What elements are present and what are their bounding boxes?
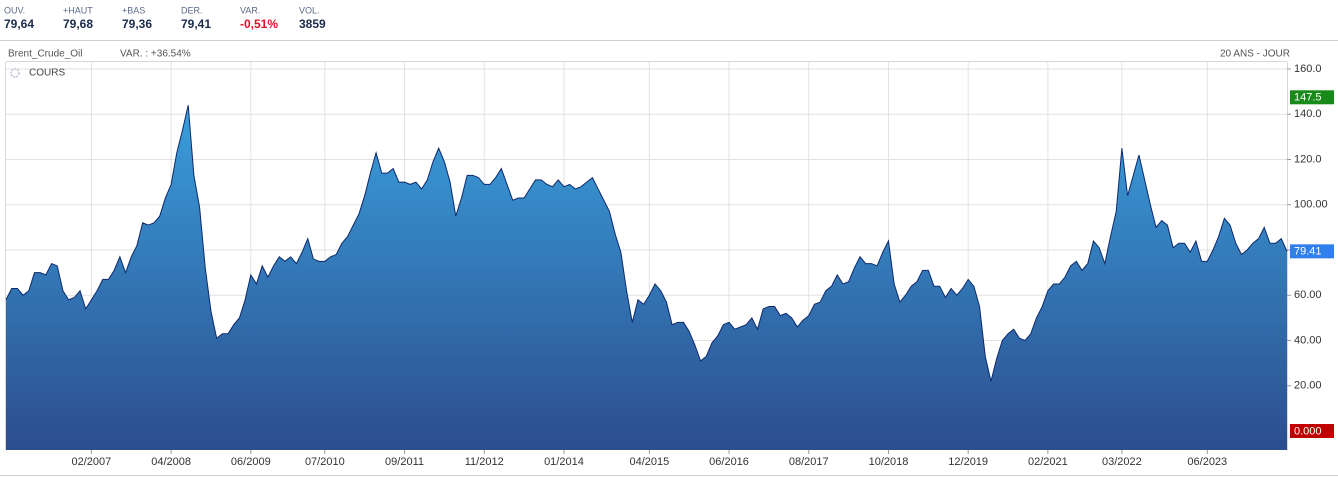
chart-title: Brent_Crude_Oil: [8, 49, 82, 60]
x-tick-label: 06/2016: [709, 456, 749, 468]
price-marker: [1290, 90, 1334, 105]
x-tick-label: 12/2019: [948, 456, 988, 468]
x-tick-label: 06/2009: [231, 456, 271, 468]
header-label: OUV.: [4, 5, 25, 15]
header-value: 79,41: [181, 17, 211, 31]
header-value: 79,64: [4, 17, 34, 31]
price-marker-label: 79.41: [1294, 246, 1322, 258]
y-tick-label: 60.00: [1294, 289, 1322, 301]
x-tick-label: 03/2022: [1102, 456, 1142, 468]
header-value: -0,51%: [240, 17, 278, 31]
x-tick-label: 08/2017: [789, 456, 829, 468]
price-marker-label: 147.5: [1294, 92, 1322, 104]
x-tick-label: 06/2023: [1187, 456, 1227, 468]
y-tick-label: 120.0: [1294, 153, 1322, 165]
x-tick-label: 09/2011: [385, 456, 424, 468]
y-tick-label: 160.0: [1294, 63, 1322, 75]
legend-icon: [10, 68, 20, 78]
y-tick-label: 140.0: [1294, 108, 1322, 120]
chart-subtitle: VAR. : +36.54%: [120, 49, 191, 60]
y-tick-label: 20.00: [1294, 380, 1322, 392]
price-line: [5, 105, 1288, 382]
period-label: 20 ANS - JOUR: [1220, 49, 1290, 60]
x-tick-label: 04/2015: [629, 456, 669, 468]
x-tick-label: 01/2014: [544, 456, 584, 468]
x-tick-label: 11/2012: [465, 456, 504, 468]
price-marker-label: 0.000: [1294, 425, 1322, 437]
x-tick-label: 04/2008: [151, 456, 191, 468]
header-value: 79,36: [122, 17, 152, 31]
header-label: DER.: [181, 5, 203, 15]
legend-label: COURS: [29, 68, 65, 79]
price-marker: [1290, 423, 1334, 438]
price-marker: [1290, 244, 1334, 259]
header-label: +HAUT: [63, 5, 93, 15]
x-tick-label: 02/2021: [1028, 456, 1068, 468]
x-tick-label: 10/2018: [869, 456, 909, 468]
y-tick-label: 100.00: [1294, 199, 1328, 211]
header-label: VOL.: [299, 5, 320, 15]
header-label: VAR.: [240, 5, 260, 15]
header-value: 79,68: [63, 17, 93, 31]
header-label: +BAS: [122, 5, 145, 15]
price-area: [6, 105, 1287, 451]
x-tick-label: 02/2007: [72, 456, 112, 468]
header-value: 3859: [299, 17, 326, 31]
y-tick-label: 40.00: [1294, 334, 1322, 346]
x-tick-label: 07/2010: [305, 456, 345, 468]
